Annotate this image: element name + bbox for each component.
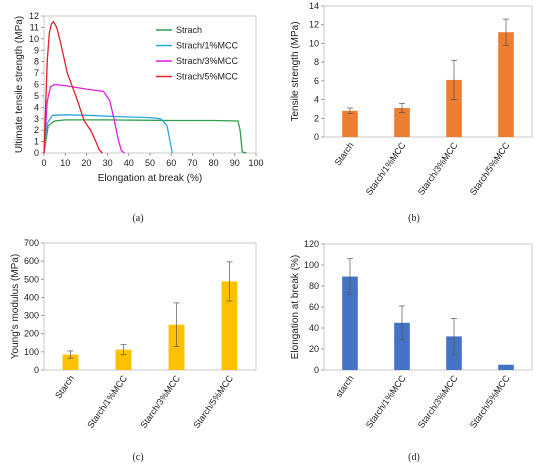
plot-frame	[43, 15, 257, 154]
y-tick-label: 80	[309, 281, 319, 291]
y-tick-label: 60	[309, 302, 319, 312]
bar	[394, 107, 410, 137]
x-tick-label: 100	[248, 158, 263, 168]
y-tick-label: 500	[24, 274, 39, 284]
y-tick-label: 8	[34, 57, 39, 67]
legend-label: Strach	[176, 25, 202, 35]
panel-label: (c)	[132, 452, 143, 463]
bar	[221, 281, 238, 370]
x-tick-label: 70	[187, 158, 197, 168]
y-tick-label: 1	[34, 137, 39, 147]
chart-b: 0 2 4 6 8 10 12 14 Tensile strength (MPa) Starch S…	[290, 1, 533, 224]
legend-label: Strach/1%MCC	[176, 41, 239, 51]
category-label: Starch/5%MCC	[191, 373, 235, 430]
panel-label: (a)	[132, 213, 143, 224]
y-tick-label: 11	[30, 22, 39, 32]
bar	[62, 354, 79, 370]
series-line	[43, 83, 125, 154]
x-tick-label: 30	[103, 158, 113, 168]
category-label: Starch/3%MCC	[416, 373, 460, 430]
category-label: starch	[333, 373, 355, 399]
y-tick-label: 700	[24, 238, 39, 248]
x-tick-label: 90	[230, 158, 240, 168]
y-tick-label: 4	[34, 102, 39, 112]
panel-label: (d)	[408, 452, 420, 463]
y-tick-label: 400	[24, 292, 39, 302]
x-tick-label: 80	[209, 158, 219, 168]
category-label: Starch/3%MCC	[416, 140, 460, 197]
category-label: Starch/1%MCC	[85, 373, 129, 430]
category-label: Starch	[53, 373, 76, 400]
category-label: Starch/5%MCC	[468, 140, 512, 197]
y-tick-label: 12	[309, 20, 319, 30]
x-tick-label: 10	[60, 158, 70, 168]
bar	[342, 276, 358, 370]
panel-label: (b)	[408, 213, 420, 224]
y-tick-label: 40	[309, 323, 319, 333]
bar	[115, 349, 132, 370]
y-tick-label: 14	[309, 1, 319, 11]
plot-frame	[323, 5, 533, 138]
x-tick-label: 0	[41, 158, 46, 168]
y-tick-label: 0	[314, 132, 319, 142]
y-tick-label: 0	[314, 365, 319, 375]
y-tick-label: 4	[314, 95, 319, 105]
y-tick-label: 300	[24, 311, 39, 321]
y-tick-label: 10	[29, 34, 39, 44]
bar	[446, 79, 462, 137]
series-line	[43, 119, 247, 154]
y-tick-label: 10	[309, 38, 319, 48]
bar	[498, 364, 514, 370]
y-tick-label: 6	[34, 80, 39, 90]
y-tick-label: 2	[314, 113, 319, 123]
bar	[394, 322, 410, 370]
y-tick-label: 3	[34, 114, 39, 124]
y-tick-label: 8	[314, 57, 319, 67]
bar	[168, 324, 185, 370]
x-tick-label: 40	[124, 158, 134, 168]
y-tick-label: 200	[24, 329, 39, 339]
x-tick-label: 20	[81, 158, 91, 168]
x-tick-label: 60	[166, 158, 176, 168]
x-axis-label: Elongation at break (%)	[98, 173, 203, 184]
y-tick-label: 7	[34, 68, 39, 78]
y-axis-label: Ultimate tensile strength (MPa)	[14, 16, 25, 153]
series-line	[43, 20, 103, 154]
plot-frame	[43, 242, 257, 371]
y-axis-label: Young's modulus (MPa)	[10, 254, 21, 359]
y-tick-label: 0	[34, 365, 39, 375]
bar	[498, 32, 514, 138]
y-tick-label: 120	[304, 239, 319, 249]
y-tick-label: 9	[34, 45, 39, 55]
legend-label: Strach/5%MCC	[176, 72, 239, 82]
y-tick-label: 12	[29, 11, 39, 21]
series-line	[43, 114, 173, 154]
y-tick-label: 20	[309, 344, 319, 354]
bar	[342, 110, 358, 137]
legend-label: Strach/3%MCC	[176, 56, 239, 66]
y-tick-label: 0	[34, 148, 39, 158]
category-label: Starch/5%MCC	[468, 373, 512, 430]
category-label: Starch	[333, 140, 356, 167]
y-axis-label: Elongation at break (%)	[290, 255, 301, 360]
category-label: Starch/3%MCC	[138, 373, 182, 430]
category-label: Starch/1%MCC	[364, 373, 408, 430]
y-tick-label: 600	[24, 256, 39, 266]
x-tick-label: 50	[145, 158, 155, 168]
y-tick-label: 5	[34, 91, 39, 101]
y-tick-label: 100	[24, 347, 39, 357]
y-axis-label: Tensile strength (MPa)	[290, 21, 301, 121]
category-label: Starch/1%MCC	[364, 140, 408, 197]
y-tick-label: 6	[314, 76, 319, 86]
y-tick-label: 2	[34, 125, 39, 135]
y-tick-label: 100	[304, 260, 319, 270]
